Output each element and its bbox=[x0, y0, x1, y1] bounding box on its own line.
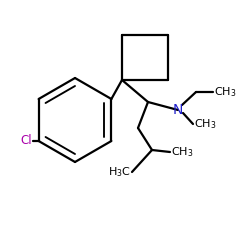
Text: CH$_3$: CH$_3$ bbox=[194, 117, 216, 131]
Text: Cl: Cl bbox=[20, 134, 32, 147]
Text: CH$_3$: CH$_3$ bbox=[214, 85, 236, 99]
Text: CH$_3$: CH$_3$ bbox=[171, 145, 194, 159]
Text: N: N bbox=[173, 103, 183, 117]
Text: H$_3$C: H$_3$C bbox=[108, 165, 131, 179]
